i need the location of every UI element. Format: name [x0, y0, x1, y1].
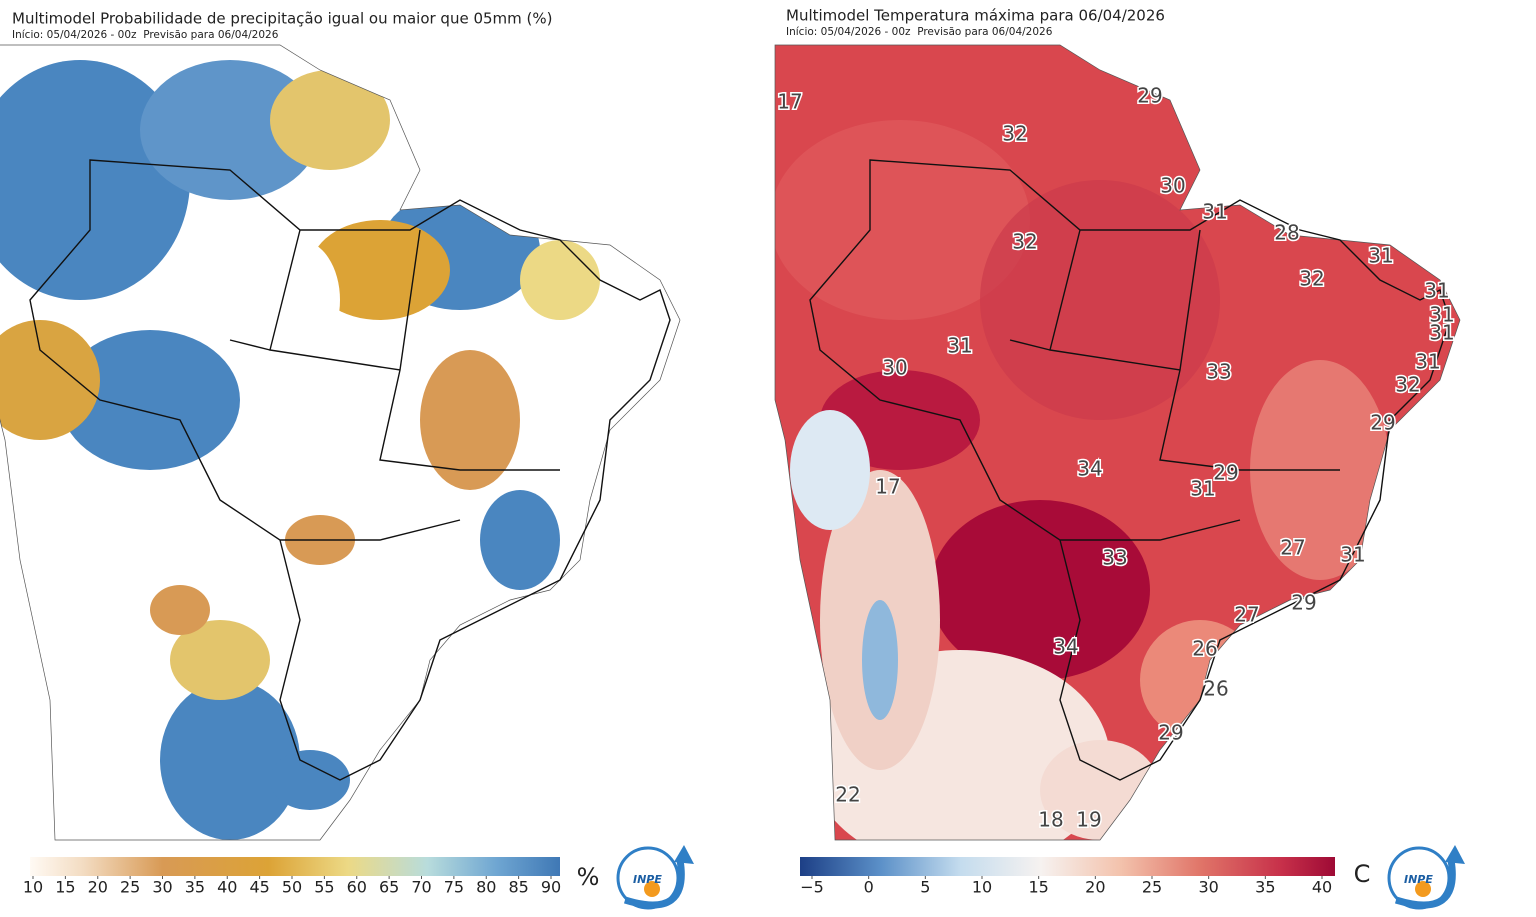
- colorbar-tick-label: −5: [800, 878, 824, 897]
- map-label: 34: [1077, 457, 1102, 481]
- colorbar-tick-label: 5: [920, 878, 930, 897]
- map-label: 17: [777, 90, 802, 114]
- colorbar-tick-label: 65: [379, 878, 399, 897]
- map-label: 26: [1203, 677, 1228, 701]
- colorbar-tick-label: 30: [152, 878, 172, 897]
- map-label: 22: [835, 783, 860, 807]
- temperature-map: [774, 44, 1461, 841]
- map-label: 30: [1160, 174, 1185, 198]
- map-label: 29: [1137, 84, 1162, 108]
- colorbar-tick-label: 75: [444, 878, 464, 897]
- map-label: 31: [1429, 303, 1454, 327]
- map-label: 33: [1206, 360, 1231, 384]
- colorbar-tick-label: 35: [1255, 878, 1275, 897]
- precip-map: [0, 44, 681, 841]
- colorbar-tick-label: 0: [864, 878, 874, 897]
- colorbar-tick-label: 90: [541, 878, 561, 897]
- colorbar-tick-label: 80: [476, 878, 496, 897]
- map-label: 31: [1429, 321, 1454, 345]
- map-label: 29: [1158, 721, 1183, 745]
- map-label: 32: [1002, 122, 1027, 146]
- colorbar-tick-label: 15: [1028, 878, 1048, 897]
- logo: INPE: [616, 845, 694, 910]
- map-label: 33: [1102, 546, 1127, 570]
- colorbar-tick-label: 10: [972, 878, 992, 897]
- map-label: 32: [1395, 373, 1420, 397]
- logo: INPE: [1387, 845, 1465, 910]
- map-label: 27: [1234, 603, 1259, 627]
- map-label: 26: [1192, 637, 1217, 661]
- colorbar-tick-label: 30: [1198, 878, 1218, 897]
- colorbar-tick-label: 25: [120, 878, 140, 897]
- colorbar-tick-label: 45: [249, 878, 269, 897]
- colorbar-tick-label: 40: [217, 878, 237, 897]
- map-label: 32: [1012, 230, 1037, 254]
- colorbar-unit: C: [1354, 860, 1371, 888]
- colorbar-tick-label: 60: [347, 878, 367, 897]
- map-label: 17: [875, 475, 900, 499]
- map-label: 34: [1053, 635, 1078, 659]
- colorbar-tick-label: 20: [1085, 878, 1105, 897]
- colorbar-tick-label: 25: [1142, 878, 1162, 897]
- colorbar-tick-label: 70: [411, 878, 431, 897]
- subtitle: Início: 05/04/2026 - 00z Previsão para 0…: [12, 29, 279, 41]
- map-label: 31: [1424, 279, 1449, 303]
- map-label: 19: [1076, 808, 1101, 832]
- colorbar-tick-label: 20: [88, 878, 108, 897]
- colorbar-tick-label: 55: [314, 878, 334, 897]
- map-label: 30: [882, 356, 907, 380]
- colorbar-tick-label: 10: [23, 878, 43, 897]
- map-label: 31: [1415, 350, 1440, 374]
- map-label: 31: [1202, 200, 1227, 224]
- title: Multimodel Probabilidade de precipitação…: [12, 10, 553, 28]
- map-label: 31: [947, 334, 972, 358]
- map-label: 29: [1213, 461, 1238, 485]
- colorbar-unit: %: [577, 863, 600, 891]
- colorbar-tick-label: 50: [282, 878, 302, 897]
- map-label: 29: [1370, 411, 1395, 435]
- map-label: 31: [1368, 244, 1393, 268]
- colorbar-tick-label: 35: [185, 878, 205, 897]
- map-label: 28: [1274, 221, 1299, 245]
- map-label: 29: [1291, 591, 1316, 615]
- colorbar: [30, 857, 560, 876]
- map-label: 32: [1299, 267, 1324, 291]
- map-label: 31: [1190, 477, 1215, 501]
- colorbar-tick-label: 85: [508, 878, 528, 897]
- map-label: 27: [1280, 536, 1305, 560]
- map-label: 31: [1340, 543, 1365, 567]
- title: Multimodel Temperatura máxima para 06/04…: [786, 7, 1165, 25]
- logo-text: INPE: [633, 873, 662, 886]
- map-label: 18: [1038, 808, 1063, 832]
- colorbar-tick-label: 15: [55, 878, 75, 897]
- subtitle: Início: 05/04/2026 - 00z Previsão para 0…: [786, 26, 1053, 38]
- logo-text: INPE: [1404, 873, 1433, 886]
- colorbar: [800, 857, 1335, 876]
- colorbar-tick-label: 40: [1312, 878, 1332, 897]
